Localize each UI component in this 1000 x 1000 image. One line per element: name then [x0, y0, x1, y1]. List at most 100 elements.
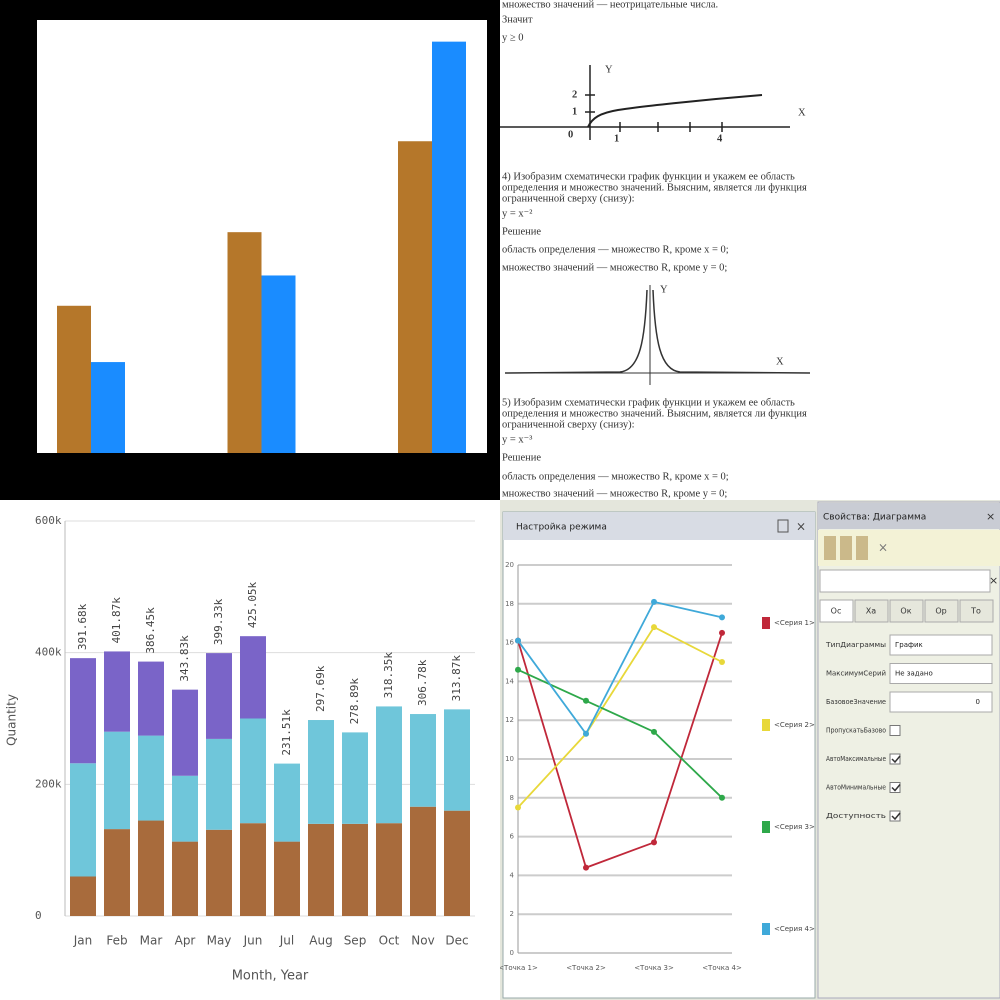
- y-tick-label: 0: [35, 909, 42, 922]
- bar-segment: [70, 876, 96, 916]
- stacked-bar-panel: 0 200k 400k 600k Jan 391.68k Feb 401.87k Mar 386.…: [0, 500, 500, 1000]
- legend-label: <Серия 3>: [774, 823, 815, 831]
- y-tick-label: 200k: [35, 777, 62, 790]
- x-tick-label: May: [207, 934, 232, 948]
- bar-segment: [240, 718, 266, 824]
- x-tick-label: Sep: [344, 934, 367, 948]
- legend-swatch: [762, 923, 770, 935]
- point: [719, 659, 725, 665]
- point: [651, 839, 657, 846]
- point: [515, 637, 521, 644]
- checkbox[interactable]: [889, 753, 901, 765]
- x-tick-label: Nov: [411, 934, 434, 948]
- bar-segment: [104, 731, 130, 830]
- x-tick-label: Jul: [279, 934, 294, 948]
- panel-titlebar: [818, 503, 1000, 529]
- y-tick-label: 12: [505, 716, 514, 724]
- y-tick-label: 16: [505, 639, 514, 647]
- bar-segment: [308, 823, 334, 916]
- search-field[interactable]: [819, 569, 991, 593]
- tab[interactable]: [854, 599, 889, 623]
- tab-label: Ор: [935, 607, 946, 616]
- panel-close[interactable]: ×: [986, 510, 995, 523]
- property-value: Не задано: [895, 670, 933, 678]
- text-line: область определения — множество R, кроме…: [502, 244, 729, 255]
- property-label: Доступность: [826, 812, 886, 820]
- total-label: 278.89k: [348, 678, 361, 725]
- ui-panel: Настройка режима × Свойства: Диаграмма ×…: [500, 500, 1000, 1000]
- x-tick-label: <Точка 4>: [702, 964, 742, 972]
- total-label: 425.05k: [246, 581, 259, 628]
- bar-segment: [410, 714, 436, 807]
- x-tick-label: <Точка 3>: [634, 964, 674, 972]
- property-label: ТипДиаграммы: [825, 641, 886, 649]
- toolbar-button[interactable]: [856, 536, 868, 560]
- x-tick-label: <Точка 2>: [566, 964, 606, 972]
- curve: [587, 94, 763, 128]
- x-tick-label: Feb: [106, 934, 127, 948]
- bar-segment: [240, 636, 266, 719]
- point: [515, 804, 521, 811]
- y-tick-label: 8: [510, 794, 514, 802]
- curve: [504, 289, 811, 374]
- tab[interactable]: [819, 599, 854, 623]
- page: [500, 0, 1000, 500]
- window-titlebar: [503, 512, 815, 540]
- point: [651, 624, 657, 631]
- tab-label: Ха: [866, 607, 876, 616]
- series-line: [517, 600, 723, 736]
- bar-segment: [172, 841, 198, 916]
- total-label: 231.51k: [280, 709, 293, 756]
- bar-segment: [138, 661, 164, 736]
- chart-window: [502, 511, 816, 999]
- toolbar-button[interactable]: [824, 536, 836, 560]
- graph-1: [500, 65, 790, 140]
- property-field[interactable]: [889, 634, 993, 656]
- panel-title: Свойства: Диаграмма: [823, 513, 926, 523]
- document-panel: множество значений — неотрицательные чис…: [500, 0, 1000, 500]
- bar-segment: [206, 738, 232, 830]
- window-button[interactable]: [777, 519, 789, 533]
- bar-segment: [376, 823, 402, 916]
- tab[interactable]: [959, 599, 994, 623]
- bar-segment: [274, 841, 300, 916]
- property-field[interactable]: [889, 663, 993, 684]
- property-value: 0: [976, 698, 980, 706]
- window-close[interactable]: ×: [796, 520, 806, 534]
- search-clear[interactable]: ×: [989, 574, 998, 587]
- y-tick-label: 2: [510, 910, 514, 918]
- checkbox[interactable]: [889, 725, 901, 736]
- bar-segment: [70, 763, 96, 877]
- bar-segment: [342, 732, 368, 824]
- property-label: БазовоеЗначение: [826, 698, 886, 706]
- axis-label: X: [798, 107, 806, 118]
- legend-swatch: [762, 719, 770, 731]
- bar-segment: [444, 709, 470, 811]
- bar: [91, 362, 125, 453]
- graph-2: [504, 285, 811, 385]
- point: [583, 730, 589, 737]
- toolbar-button[interactable]: ×: [878, 541, 888, 555]
- grouped-bar-panel: [0, 0, 500, 500]
- x-tick-label: Jun: [243, 934, 263, 948]
- text-line: множество значений — неотрицательные чис…: [502, 0, 718, 10]
- text-line: множество значений — множество R, кроме …: [502, 488, 727, 499]
- text-line: 5) Изобразим схематически график функции…: [502, 397, 795, 408]
- tick-label: 4: [717, 133, 723, 144]
- x-tick-label: Apr: [175, 934, 196, 948]
- bar: [398, 141, 432, 454]
- checkbox[interactable]: [889, 810, 901, 822]
- tab[interactable]: [924, 599, 959, 623]
- point: [719, 629, 725, 636]
- bar: [261, 275, 296, 453]
- toolbar-button[interactable]: [840, 536, 852, 560]
- checkbox[interactable]: [889, 782, 901, 793]
- tab[interactable]: [889, 599, 924, 623]
- text-line: Решение: [502, 452, 541, 463]
- text-line: ограниченной сверху (снизу):: [502, 419, 635, 430]
- property-field[interactable]: [889, 691, 993, 713]
- text-line: множество значений — множество R, кроме …: [502, 262, 727, 273]
- text-line: определения и множество значений. Выясни…: [502, 408, 807, 419]
- bar-segment: [172, 689, 198, 776]
